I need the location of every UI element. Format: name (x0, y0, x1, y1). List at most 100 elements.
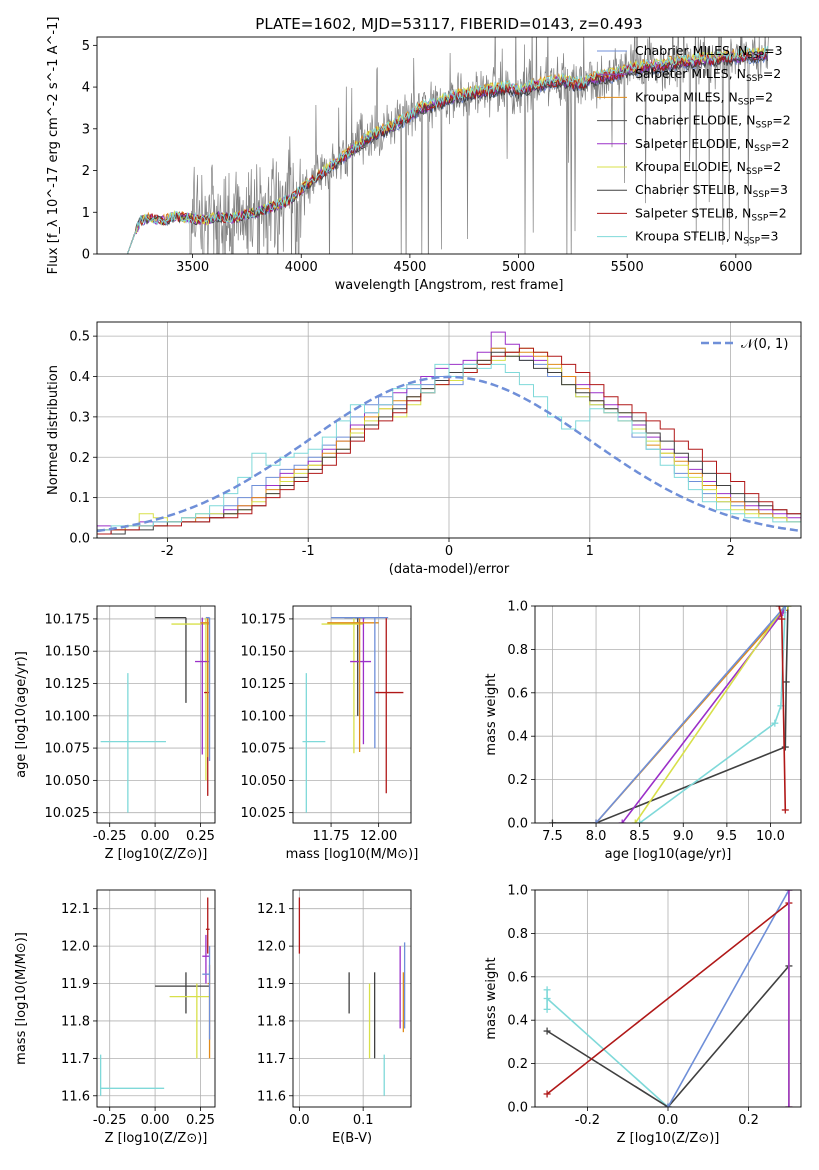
data-point (321, 617, 364, 754)
data-point (99, 1054, 165, 1096)
x-tick-label: 0.0 (289, 1113, 310, 1128)
panel-massweight-vs-Z: -0.2 0.0 0.2 0.0 0.2 0.4 0.6 0.8 1.0 Z [log10(Z/Z… (484, 884, 802, 1146)
panel-spectrum: 3500 4000 4500 5000 5500 6000 0 1 2 3 4 5 wavelength… (46, 15, 802, 293)
legend-entry: Kroupa ELODIE, NSSP=2 (635, 159, 781, 177)
y-tick-label: 0.8 (507, 927, 528, 942)
x-tick-label: -1 (302, 544, 315, 559)
panel-mass-vs-EBV: 0.0 0.1 11.6 11.7 11.8 11.9 12.0 12.1 E(B-V) (257, 889, 412, 1146)
data-point (205, 616, 211, 761)
y-tick-label: 1.0 (507, 600, 528, 615)
x-tick-label: 9.0 (673, 829, 694, 844)
x-tick-label: 2 (726, 544, 734, 559)
cumulative-weight-line (667, 890, 790, 1107)
axes-frame (534, 889, 802, 1108)
y-tick-label: 11.6 (61, 1089, 90, 1104)
x-tick-label: 8.0 (586, 829, 607, 844)
data-point (155, 616, 187, 703)
data-point (200, 617, 210, 758)
x-tick-label: 0.1 (353, 1113, 374, 1128)
y-tick-label: 0.0 (507, 817, 528, 832)
plot-area (126, 37, 769, 254)
y-axis-label: Flux [f_λ 10^-17 erg cm^-2 s^-1 A^-1] (46, 17, 61, 275)
y-axis-label: mass weight (484, 673, 499, 755)
data-point (302, 673, 326, 813)
y-tick-label: 10.175 (45, 612, 91, 627)
legend-entry: Salpeter MILES, NSSP=2 (635, 66, 781, 84)
x-tick-label: 8.5 (629, 829, 650, 844)
legend-entry: Chabrier ELODIE, NSSP=2 (635, 113, 791, 131)
cumulative-weight-line (595, 606, 786, 823)
y-tick-label: 11.9 (257, 977, 286, 992)
y-tick-label: 10.150 (241, 645, 287, 660)
x-axis-label: (data-model)/error (389, 562, 510, 577)
y-tick-label: 11.9 (61, 977, 90, 992)
x-tick-label: 0.00 (141, 1113, 170, 1128)
y-tick-label: 12.1 (61, 902, 90, 917)
x-tick-label: 12.00 (360, 829, 397, 844)
axes-frame (96, 321, 802, 539)
axes-frame (534, 605, 802, 824)
cumulative-weight-line (552, 606, 789, 823)
y-tick-label: 10.100 (45, 709, 91, 724)
plot-area (293, 890, 411, 1107)
data-point (350, 617, 372, 745)
x-axis-label: age [log10(age/yr)] (605, 847, 732, 862)
y-tick-label: 11.7 (61, 1052, 90, 1067)
axes-frame (96, 605, 216, 824)
y-tick-label: 0.8 (507, 643, 528, 658)
y-tick-label: 0.4 (507, 730, 528, 745)
x-axis-label: Z [log10(Z/Z⊙)] (105, 847, 208, 862)
y-tick-label: 10.050 (241, 774, 287, 789)
plot-area (293, 606, 411, 823)
data-point (374, 617, 404, 794)
y-tick-label: 0.6 (507, 970, 528, 985)
panel-age-vs-mass: 11.75 12.00 10.025 10.050 10.075 10.100 10.125… (241, 605, 418, 862)
panel-mass-vs-Z: -0.25 0.00 0.25 11.6 11.7 11.8 11.9 12.0 12.1 Z [… (14, 889, 216, 1146)
y-tick-label: 2 (82, 164, 90, 179)
y-tick-label: 0.1 (69, 491, 90, 506)
legend-entry: Salpeter STELIB, NSSP=2 (635, 205, 787, 223)
x-tick-label: 0.00 (141, 829, 170, 844)
x-tick-label: 4500 (393, 260, 426, 275)
y-tick-label: 0.3 (69, 410, 90, 425)
x-tick-label: 1 (586, 544, 594, 559)
x-axis-label: Z [log10(Z/Z⊙)] (105, 1131, 208, 1146)
y-tick-label: 10.025 (241, 806, 287, 821)
x-axis-label: Z [log10(Z/Z⊙)] (617, 1131, 720, 1146)
axes-frame (292, 605, 412, 824)
chart-title: PLATE=1602, MJD=53117, FIBERID=0143, z=0… (255, 15, 642, 33)
y-tick-label: 10.150 (45, 645, 91, 660)
data-point (344, 616, 366, 716)
y-tick-label: 1.0 (507, 884, 528, 899)
data-point (169, 983, 210, 1059)
y-tick-label: 11.8 (257, 1014, 286, 1029)
y-tick-label: 1 (82, 206, 90, 221)
x-tick-label: 11.75 (312, 829, 349, 844)
y-tick-label: 11.7 (257, 1052, 286, 1067)
panel-age-vs-Z: -0.25 0.00 0.25 10.025 10.050 10.075 10.100 10.… (14, 605, 216, 862)
x-tick-label: 0.0 (658, 1113, 679, 1128)
x-tick-label: -0.25 (93, 1113, 127, 1128)
y-axis-label: Normed distribution (46, 365, 61, 495)
axes-frame (292, 889, 412, 1108)
y-tick-label: 0.6 (507, 686, 528, 701)
data-point (171, 617, 210, 781)
x-tick-label: -0.25 (93, 829, 127, 844)
y-tick-label: 10.050 (45, 774, 91, 789)
x-tick-label: 0.25 (186, 829, 215, 844)
y-axis-label: age [log10(age/yr)] (14, 651, 29, 778)
panel-residuals: -2 -1 0 1 2 0.0 0.1 0.2 0.3 0.4 0.5 (data-model)/er… (46, 321, 802, 577)
y-tick-label: 11.6 (257, 1089, 286, 1104)
y-tick-label: 11.8 (61, 1014, 90, 1029)
x-tick-label: -0.2 (575, 1113, 600, 1128)
x-tick-label: -2 (161, 544, 174, 559)
normal-reference-curve (97, 375, 801, 533)
data-point (155, 972, 210, 1014)
data-point (331, 616, 389, 749)
cumulative-weight-line (546, 902, 790, 1095)
y-tick-label: 10.125 (45, 677, 91, 692)
y-tick-label: 0.2 (507, 1057, 528, 1072)
y-tick-label: 10.125 (241, 677, 287, 692)
data-point (327, 617, 379, 752)
plot-area (97, 606, 215, 823)
